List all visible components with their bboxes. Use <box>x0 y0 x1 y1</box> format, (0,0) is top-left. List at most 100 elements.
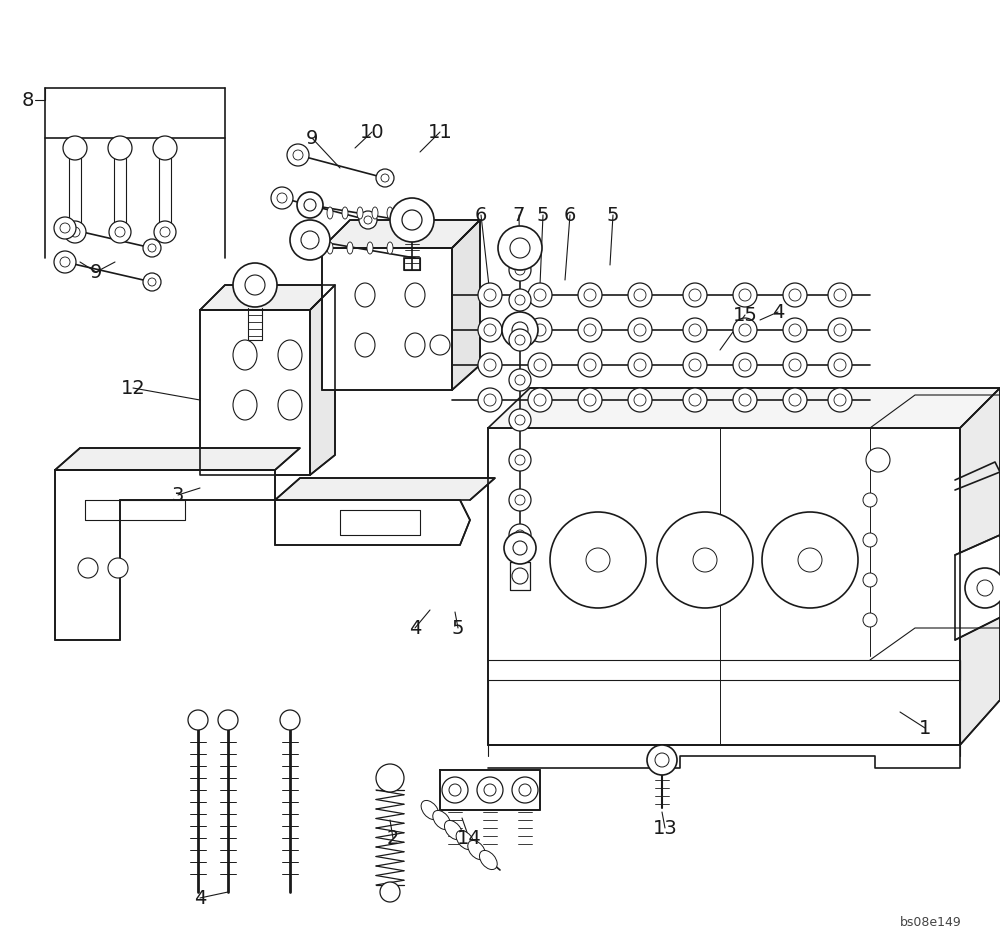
Circle shape <box>693 548 717 572</box>
Circle shape <box>534 394 546 406</box>
Circle shape <box>477 777 503 803</box>
Circle shape <box>509 524 531 546</box>
Circle shape <box>519 784 531 796</box>
Polygon shape <box>955 535 1000 640</box>
Circle shape <box>515 415 525 425</box>
Circle shape <box>647 745 677 775</box>
Text: 15: 15 <box>733 306 757 324</box>
Circle shape <box>655 753 669 767</box>
Circle shape <box>515 265 525 275</box>
Polygon shape <box>55 448 300 470</box>
Circle shape <box>515 495 525 505</box>
Ellipse shape <box>347 242 353 254</box>
Circle shape <box>143 273 161 291</box>
Circle shape <box>586 548 610 572</box>
Text: 1: 1 <box>919 718 931 738</box>
Circle shape <box>789 289 801 301</box>
Circle shape <box>484 394 496 406</box>
Circle shape <box>628 318 652 342</box>
Circle shape <box>154 221 176 243</box>
Circle shape <box>512 322 528 338</box>
Circle shape <box>828 283 852 307</box>
Circle shape <box>628 283 652 307</box>
Circle shape <box>828 318 852 342</box>
Circle shape <box>376 169 394 187</box>
Circle shape <box>509 449 531 471</box>
Circle shape <box>515 530 525 540</box>
Ellipse shape <box>357 207 363 219</box>
Circle shape <box>188 710 208 730</box>
Circle shape <box>290 220 330 260</box>
Ellipse shape <box>233 340 257 370</box>
Circle shape <box>578 388 602 412</box>
Circle shape <box>584 324 596 336</box>
Ellipse shape <box>327 207 333 219</box>
Circle shape <box>789 324 801 336</box>
Text: 2: 2 <box>387 828 399 848</box>
Circle shape <box>78 558 98 578</box>
Circle shape <box>733 353 757 377</box>
Circle shape <box>64 221 86 243</box>
Ellipse shape <box>367 242 373 254</box>
Circle shape <box>683 318 707 342</box>
Circle shape <box>528 283 552 307</box>
Polygon shape <box>488 428 960 745</box>
Circle shape <box>584 394 596 406</box>
Circle shape <box>834 324 846 336</box>
Circle shape <box>301 231 319 249</box>
Circle shape <box>406 216 418 228</box>
Circle shape <box>280 710 300 730</box>
Circle shape <box>381 174 389 182</box>
Text: 8: 8 <box>22 90 34 109</box>
Circle shape <box>534 359 546 371</box>
Polygon shape <box>440 770 540 810</box>
Text: 3: 3 <box>172 485 184 505</box>
Circle shape <box>304 199 316 211</box>
Circle shape <box>478 388 502 412</box>
Text: bs08e149: bs08e149 <box>900 916 962 929</box>
Ellipse shape <box>355 283 375 307</box>
Circle shape <box>739 324 751 336</box>
Circle shape <box>733 318 757 342</box>
Circle shape <box>512 777 538 803</box>
Circle shape <box>484 784 496 796</box>
Circle shape <box>578 283 602 307</box>
Circle shape <box>550 512 646 608</box>
Circle shape <box>115 227 125 237</box>
Circle shape <box>634 359 646 371</box>
Circle shape <box>534 289 546 301</box>
Circle shape <box>634 289 646 301</box>
Circle shape <box>60 223 70 233</box>
Text: 7: 7 <box>513 206 525 225</box>
Circle shape <box>515 455 525 465</box>
Circle shape <box>534 324 546 336</box>
Circle shape <box>390 198 434 242</box>
Ellipse shape <box>387 207 393 219</box>
Polygon shape <box>960 388 1000 745</box>
Polygon shape <box>404 258 420 270</box>
Circle shape <box>509 329 531 351</box>
Text: 9: 9 <box>90 262 102 281</box>
Circle shape <box>359 211 377 229</box>
Circle shape <box>683 388 707 412</box>
Ellipse shape <box>421 801 439 820</box>
Circle shape <box>399 209 425 235</box>
Circle shape <box>578 353 602 377</box>
Text: 13: 13 <box>653 819 677 838</box>
Circle shape <box>628 388 652 412</box>
Ellipse shape <box>278 340 302 370</box>
Circle shape <box>689 324 701 336</box>
Circle shape <box>783 388 807 412</box>
Circle shape <box>863 573 877 587</box>
Circle shape <box>143 239 161 257</box>
Circle shape <box>498 226 542 270</box>
Circle shape <box>512 568 528 584</box>
Polygon shape <box>452 220 480 390</box>
Circle shape <box>148 278 156 286</box>
Circle shape <box>108 558 128 578</box>
Circle shape <box>584 289 596 301</box>
Circle shape <box>218 710 238 730</box>
Circle shape <box>484 324 496 336</box>
Circle shape <box>109 221 131 243</box>
Circle shape <box>634 394 646 406</box>
